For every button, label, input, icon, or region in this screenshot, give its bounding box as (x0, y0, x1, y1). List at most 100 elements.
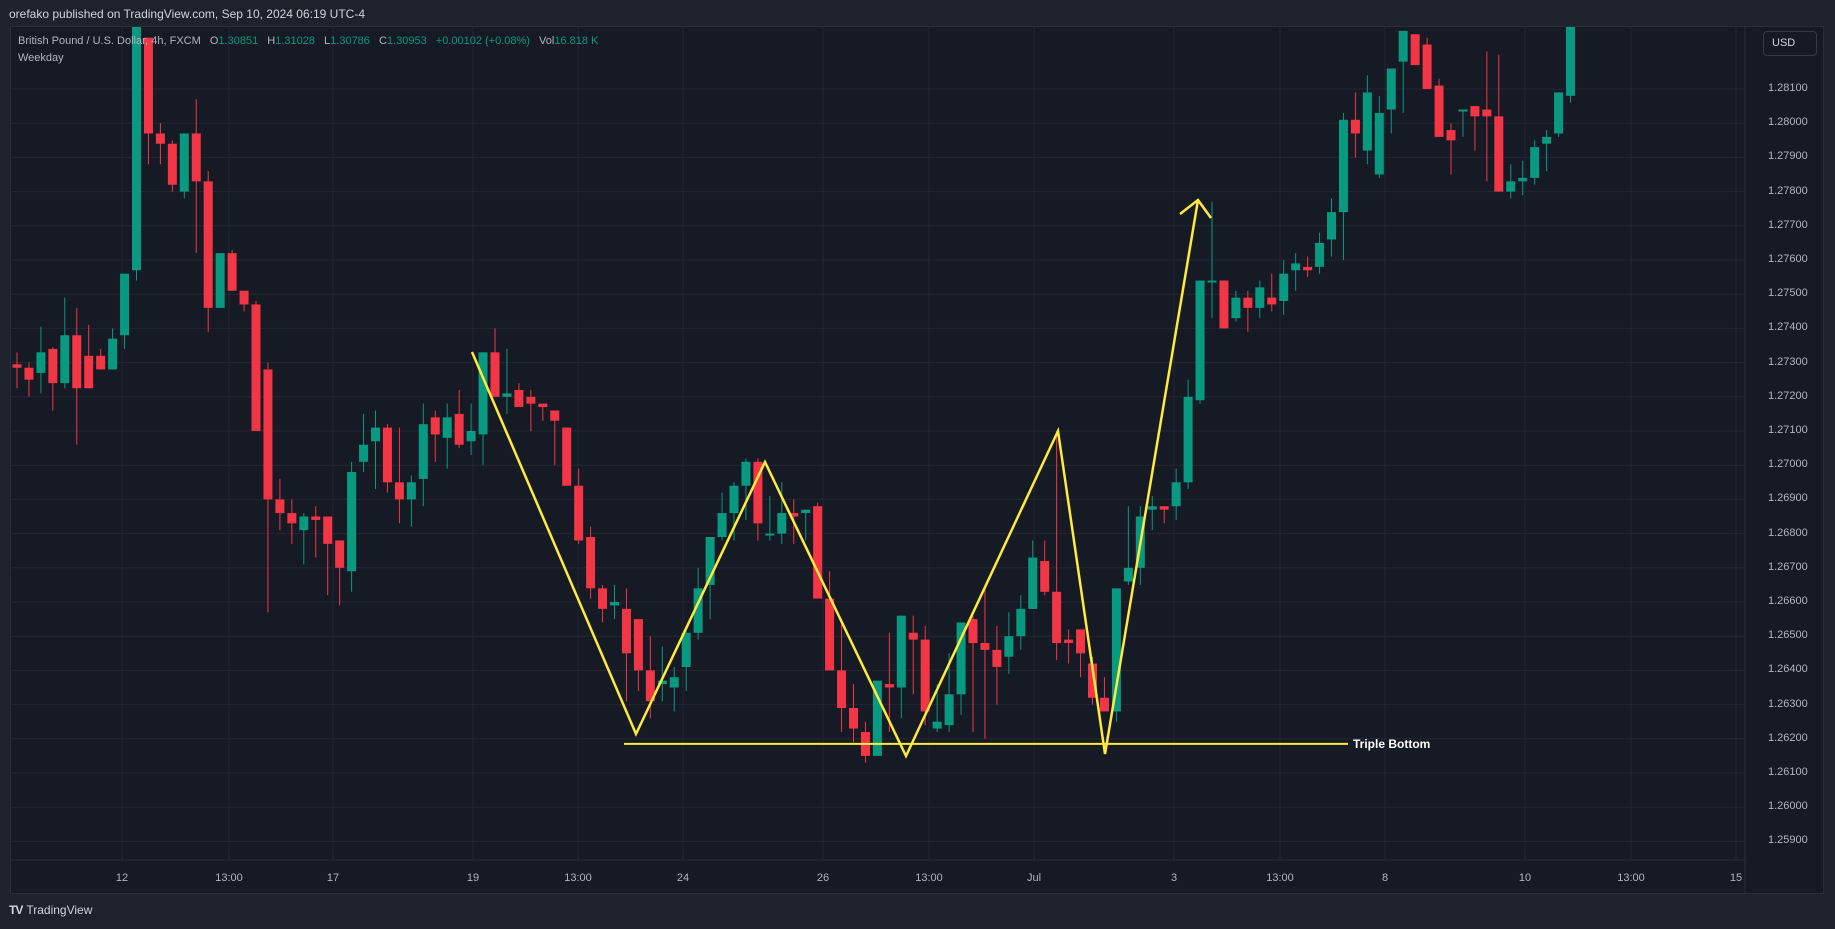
candle (24, 367, 34, 380)
price-tick-label: 1.26400 (1768, 663, 1808, 676)
price-tick-label: 1.27700 (1768, 218, 1808, 231)
price-tick-label: 1.26000 (1768, 800, 1808, 813)
candle (956, 622, 966, 695)
candle (1482, 109, 1492, 117)
price-tick-label: 1.26200 (1768, 731, 1808, 744)
currency-button[interactable]: USD (1763, 31, 1817, 56)
volume-value: 16.818 K (554, 35, 599, 47)
candle (1111, 588, 1121, 712)
price-tick-label: 1.27100 (1768, 424, 1808, 436)
candle (849, 708, 858, 729)
candle (980, 643, 990, 650)
candle (1291, 263, 1301, 271)
price-tick-label: 1.25900 (1768, 834, 1808, 847)
time-tick-label: 8 (1381, 872, 1389, 884)
candles (12, 27, 1575, 763)
candle (1255, 287, 1265, 308)
candle (717, 513, 727, 538)
price-tick-label: 1.26600 (1768, 595, 1808, 607)
candle (920, 639, 930, 712)
high-value: 1.31028 (275, 35, 315, 47)
candle (992, 649, 1002, 667)
candle (1267, 297, 1277, 305)
triple-bottom-pattern (470, 199, 1200, 759)
candle (12, 364, 22, 368)
candle (371, 427, 380, 442)
candle (1076, 629, 1086, 654)
time-tick-label: 13:00 (215, 872, 243, 884)
time-tick-label: 24 (676, 872, 690, 884)
candle (490, 352, 500, 397)
chart-frame[interactable] (10, 26, 1824, 894)
price-tick-label: 1.27200 (1768, 389, 1808, 402)
candle (1530, 147, 1540, 178)
price-tick-label: 1.26800 (1768, 526, 1808, 539)
candle (944, 694, 954, 726)
price-tick-label: 1.27800 (1768, 184, 1808, 197)
candle (777, 513, 787, 534)
candle (251, 304, 261, 431)
candle (932, 721, 942, 729)
candle (1219, 280, 1229, 329)
candle (1350, 119, 1360, 134)
candle (418, 424, 428, 479)
price-tick-label: 1.27400 (1768, 321, 1808, 334)
candle (84, 355, 94, 389)
candle (562, 427, 572, 486)
open-label: O (209, 35, 219, 47)
arrow-head-icon (1179, 198, 1213, 219)
candle (610, 602, 619, 606)
candle (586, 537, 596, 589)
candle (633, 619, 643, 671)
candle (1398, 30, 1408, 62)
candle (825, 598, 835, 671)
change-value: +0.00102 (+0.08%) (435, 35, 530, 47)
candle (167, 143, 177, 185)
price-tick-label: 1.26500 (1768, 629, 1808, 642)
candle (1028, 557, 1038, 609)
triple-bottom-label: Triple Bottom (1353, 737, 1431, 751)
candle (968, 619, 978, 644)
candle (598, 588, 608, 609)
candle (227, 253, 237, 291)
candle (191, 133, 201, 182)
candle (1040, 560, 1050, 592)
candle (1470, 106, 1480, 117)
candle (729, 485, 739, 514)
candle (681, 632, 691, 667)
candle (203, 181, 213, 308)
price-tick-label: 1.28000 (1768, 116, 1808, 129)
time-tick-label: 12 (115, 872, 129, 884)
candle (1064, 639, 1074, 644)
footer: TV TradingView (9, 903, 92, 917)
candle (1494, 116, 1504, 192)
candle (442, 417, 452, 438)
candle (275, 499, 285, 514)
tradingview-logo-icon: TV (9, 903, 23, 917)
candle (837, 670, 847, 709)
candle (394, 482, 404, 500)
candle (1183, 396, 1193, 483)
open-value: 1.30851 (218, 35, 259, 47)
candle (1004, 636, 1014, 657)
price-tick-label: 1.27900 (1768, 150, 1808, 163)
price-tick-label: 1.26300 (1768, 697, 1808, 710)
candle (1458, 109, 1468, 112)
candle (406, 482, 416, 500)
candle (753, 461, 763, 524)
candle (1123, 567, 1133, 582)
candle (1099, 697, 1109, 712)
price-tick-label: 1.26900 (1768, 492, 1808, 505)
candle (645, 670, 655, 702)
candle (382, 427, 392, 483)
candle (1362, 92, 1372, 151)
candle (1434, 85, 1444, 137)
candle (335, 540, 345, 568)
publish-bar: orefako published on TradingView.com, Se… (0, 0, 1835, 27)
candle (550, 410, 560, 421)
candle (1566, 27, 1575, 96)
time-tick-label: 13:00 (564, 872, 592, 884)
candle (1374, 112, 1384, 175)
candle (179, 133, 189, 192)
